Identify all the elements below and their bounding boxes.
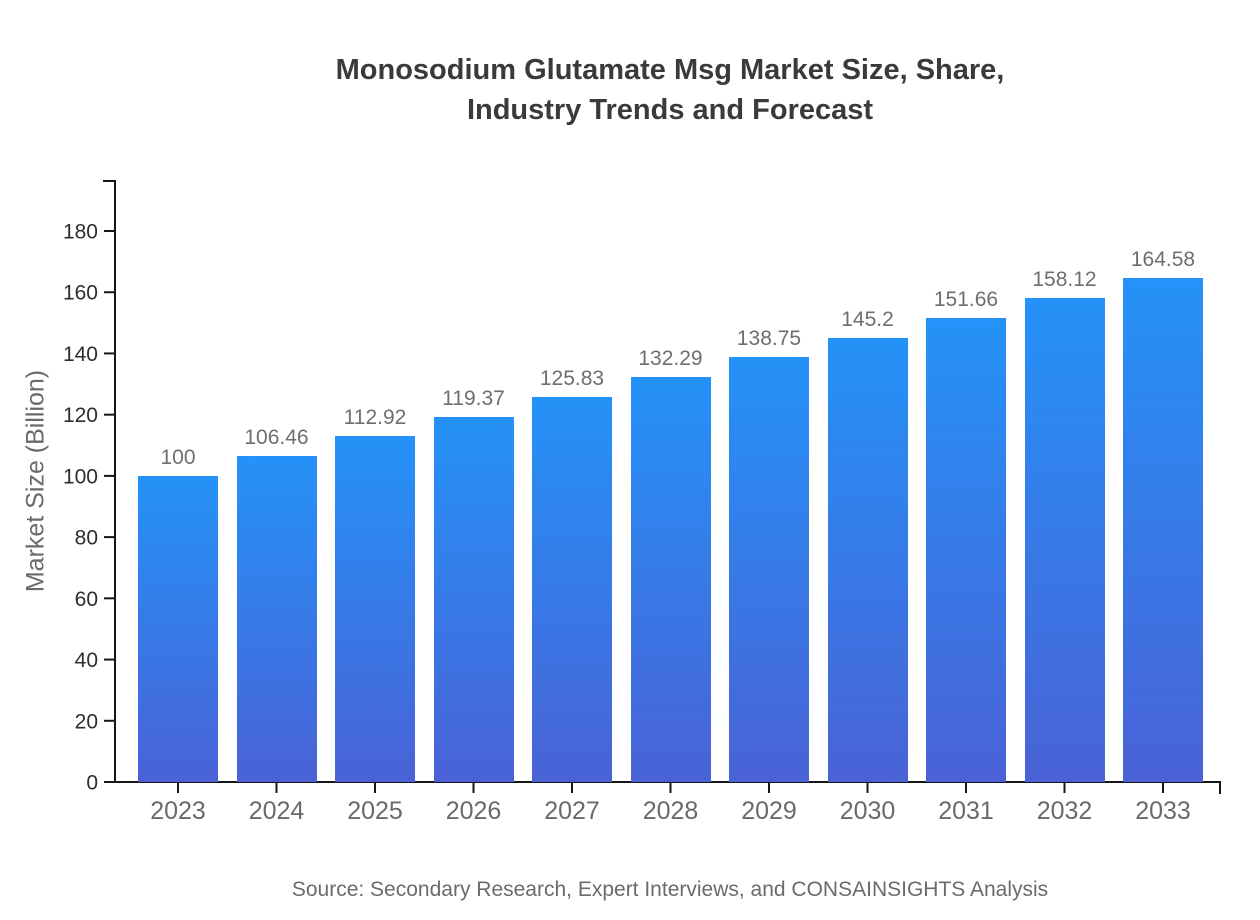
x-tick-label: 2023 [150,797,206,825]
x-tick-label: 2031 [938,797,994,825]
bar-value-label: 151.66 [933,287,999,311]
bar [236,456,317,782]
bar-value-label: 138.75 [736,327,802,351]
bar-value-label: 164.58 [1130,248,1196,272]
x-tick-label: 2028 [643,797,699,825]
chart-title-line1: Monosodium Glutamate Msg Market Size, Sh… [335,54,1005,86]
bar-value-label: 119.37 [442,386,505,410]
bar [1024,297,1105,782]
y-tick-label: 40 [75,649,98,672]
x-tick-label: 2033 [1135,797,1191,825]
bar [630,377,711,782]
x-tick-label: 2026 [446,797,502,825]
chart-title-line2: Industry Trends and Forecast [466,94,874,126]
y-tick-label: 100 [63,465,98,488]
x-tick-label: 2027 [544,797,600,825]
x-tick-label: 2029 [741,797,797,825]
bar [1123,278,1203,782]
bar [335,436,415,782]
bar-value-label: 106.46 [244,426,309,450]
bar-value-label: 100 [160,445,196,469]
bar [926,317,1006,782]
bar [827,337,908,782]
y-tick-label: 160 [63,282,98,305]
bar [433,416,514,782]
bar [729,357,809,782]
x-tick-label: 2032 [1037,797,1093,825]
bar-value-label: 112.92 [343,406,407,430]
bar-value-label: 158.12 [1032,267,1097,291]
bar-value-label: 125.83 [539,366,605,390]
y-tick-label: 80 [75,527,98,550]
y-tick-label: 120 [63,404,98,427]
bar [532,396,612,782]
x-tick-label: 2030 [840,797,896,825]
x-tick-label: 2024 [249,797,305,825]
y-tick-label: 60 [75,588,98,611]
source-note: Source: Secondary Research, Expert Inter… [291,878,1049,901]
bar-value-label: 145.2 [841,307,894,331]
bar [138,475,218,782]
x-tick-label: 2025 [347,797,403,825]
y-tick-label: 140 [63,343,98,366]
bar-value-label: 132.29 [638,347,703,371]
chart-title: Monosodium Glutamate Msg Market Size, Sh… [80,50,1260,130]
y-tick-label: 0 [86,772,98,795]
y-tick-label: 180 [63,221,98,244]
y-tick-label: 20 [75,710,98,733]
